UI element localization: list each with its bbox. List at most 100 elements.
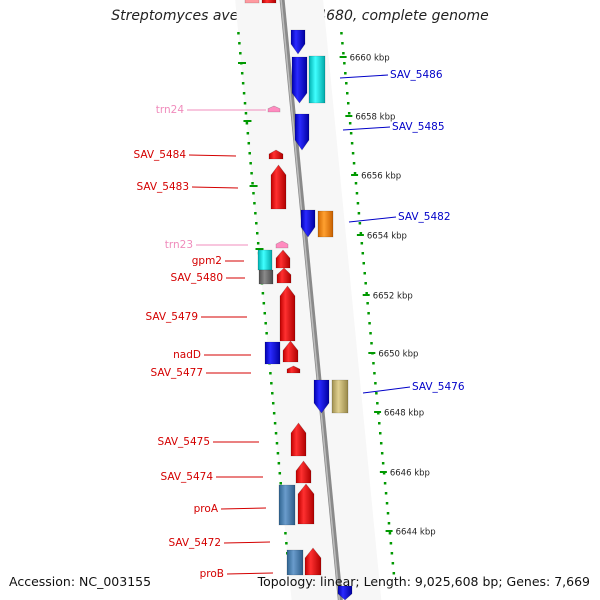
label-leader-line <box>362 386 411 394</box>
scale-dot <box>342 52 345 55</box>
scale-dot <box>350 142 354 145</box>
scale-label: 6658 kbp <box>355 113 395 123</box>
scale-dot <box>351 152 355 155</box>
label-leader-line <box>191 186 239 189</box>
scale-dot <box>379 442 383 445</box>
scale-dot <box>244 112 248 115</box>
gene-feature-forward <box>282 340 299 363</box>
gene-label-sav_5480[interactable]: SAV_5480 <box>170 272 223 284</box>
gene-feature-forward <box>275 249 291 269</box>
gene-label-sav_5472[interactable]: SAV_5472 <box>168 537 221 549</box>
scale-dot <box>387 522 391 525</box>
scale-major-tick <box>255 248 264 250</box>
scale-dot <box>276 452 280 455</box>
gene-label-proa[interactable]: proA <box>194 503 219 515</box>
scale-label-tick <box>368 352 376 354</box>
scale-dot <box>274 432 278 435</box>
gene-feature-forward <box>297 483 315 525</box>
gene-label-sav_5483[interactable]: SAV_5483 <box>136 181 189 193</box>
gene-feature-reverse <box>337 585 353 600</box>
gene-feature <box>258 269 274 285</box>
scale-dot <box>346 92 349 95</box>
scale-dot <box>392 572 396 575</box>
gene-feature-reverse <box>294 113 310 151</box>
gene-feature-reverse <box>300 209 316 238</box>
scale-dot <box>264 322 267 325</box>
scale-dot <box>355 192 359 195</box>
backbone-band <box>235 0 382 600</box>
scale-dot <box>385 502 389 505</box>
scale-dot <box>354 182 358 185</box>
scale-label: 6654 kbp <box>367 232 407 242</box>
gene-label-nadd[interactable]: nadD <box>173 349 201 361</box>
scale-dot <box>352 162 356 165</box>
scale-label: 6652 kbp <box>373 292 413 302</box>
gene-labels: trn24 SAV_5484 SAV_5483 trn23 gpm2 SAV_5480 SA… <box>133 69 464 580</box>
gene-label-sav_5476[interactable]: SAV_5476 <box>412 381 465 393</box>
gene-feature <box>261 0 277 4</box>
scale-dot <box>239 52 242 55</box>
gene-feature-forward <box>304 547 322 576</box>
gene-feature <box>286 549 304 576</box>
scale-dot <box>271 392 274 395</box>
gene-feature <box>244 0 260 4</box>
gene-feature-forward <box>295 460 312 484</box>
gene-label-sav_5477[interactable]: SAV_5477 <box>150 367 203 379</box>
scale-dot <box>269 372 272 375</box>
genome-summary-label: Topology: linear; Length: 9,025,608 bp; … <box>257 574 590 589</box>
scale-dot <box>366 302 369 305</box>
gene-label-sav_5485[interactable]: SAV_5485 <box>392 121 445 133</box>
scale-dot <box>345 82 348 85</box>
label-leader-line <box>188 154 237 157</box>
scale-dot <box>377 412 380 415</box>
gene-label-gpm2[interactable]: gpm2 <box>192 255 222 267</box>
scale-dot <box>262 302 266 305</box>
gene-label-trn23[interactable]: trn23 <box>165 239 193 251</box>
scale-dot <box>246 132 250 135</box>
label-leader-line <box>223 541 271 544</box>
scale-dot <box>255 232 259 235</box>
gene-label-prob[interactable]: proB <box>200 568 224 580</box>
scale-dot <box>391 562 395 565</box>
scale-dot <box>370 342 373 345</box>
scale-dot <box>369 332 372 335</box>
scale-label-tick <box>356 234 364 236</box>
gene-label-sav_5479[interactable]: SAV_5479 <box>145 311 198 323</box>
scale-dot <box>341 42 344 45</box>
scale-dot <box>378 432 382 435</box>
gene-label-sav_5474[interactable]: SAV_5474 <box>160 471 213 483</box>
scale-dot <box>340 32 343 35</box>
gene-feature-forward <box>286 365 301 374</box>
scale-dot <box>256 242 260 245</box>
scale-dot <box>363 272 366 275</box>
scale-major-tick <box>249 185 258 187</box>
scale-dot <box>368 322 371 325</box>
scale-dot <box>272 412 276 415</box>
scale-ticks: 6660 kbp 6658 kbp 6656 kbp 6654 kbp 6652 kbp… <box>237 32 436 575</box>
gene-label-trn24[interactable]: trn24 <box>156 104 185 116</box>
trna-feature <box>267 105 281 113</box>
gene-label-sav_5482[interactable]: SAV_5482 <box>398 211 451 223</box>
scale-dot <box>346 102 350 105</box>
backbone-band-fill <box>235 0 382 600</box>
scale-major-tick <box>238 62 247 64</box>
gene-feature-forward <box>290 422 307 457</box>
gene-label-sav_5475[interactable]: SAV_5475 <box>157 436 210 448</box>
gene-label-sav_5486[interactable]: SAV_5486 <box>390 69 443 81</box>
label-leader-line <box>342 126 391 131</box>
scale-dot <box>381 462 385 465</box>
gene-feature-reverse <box>291 56 308 104</box>
scale-dot <box>273 422 277 425</box>
scale-dot <box>365 292 368 295</box>
scale-dot <box>386 512 390 515</box>
scale-dot <box>255 222 258 225</box>
trna-feature <box>275 240 289 249</box>
scale-dot <box>375 392 378 395</box>
gene-feature-forward <box>276 267 292 284</box>
gene-label-sav_5484[interactable]: SAV_5484 <box>133 149 186 161</box>
scale-dot <box>261 292 265 295</box>
label-leader-line <box>226 572 274 575</box>
scale-dot <box>279 482 282 485</box>
scale-label: 6646 kbp <box>390 469 430 479</box>
gene-feature-forward <box>268 149 284 160</box>
